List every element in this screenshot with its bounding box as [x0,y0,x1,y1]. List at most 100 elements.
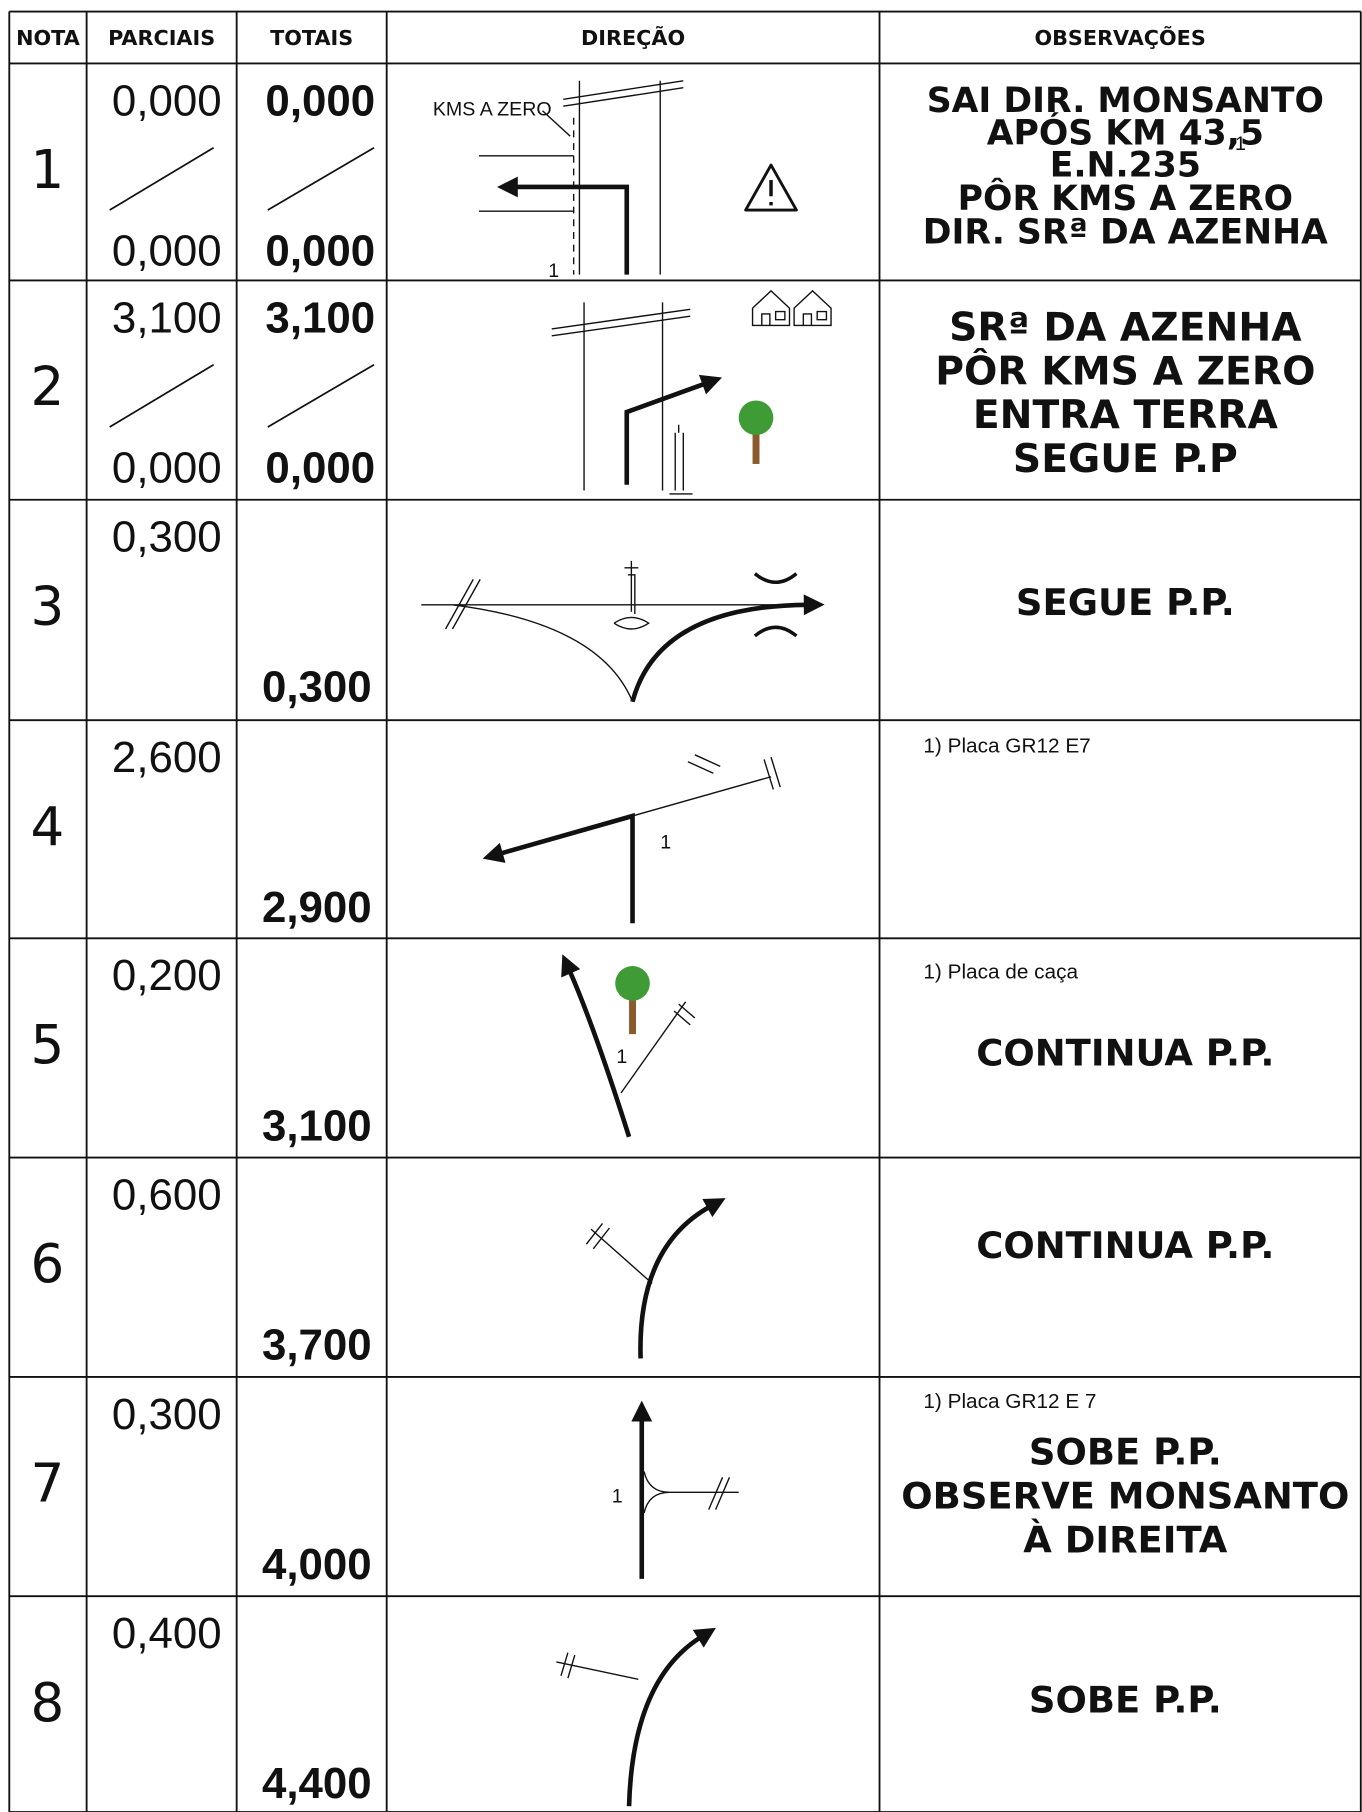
total: 0,000 [265,226,375,275]
column-header: DIREÇÃO [581,25,685,50]
leader-line [542,110,571,137]
diagram-7 [631,1400,739,1579]
observation-line: DIR. SRª DA AZENHA [923,213,1328,253]
observation-line: APÓS KM 43,5 [987,111,1264,153]
total: 2,900 [262,883,372,932]
road-lines [585,1222,653,1284]
observation-line: CONTINUA P.P. [976,1224,1274,1267]
column-header: NOTA [16,26,80,50]
road-lines [556,1652,639,1680]
note: 1) Placa GR12 E7 [923,734,1090,757]
total: 0,300 [262,663,372,712]
parcial: 2,600 [112,733,222,782]
houses-icon [751,289,832,327]
diagram-label: 1 [616,1046,627,1068]
road-lines [632,754,781,817]
road-lines [620,1001,696,1094]
observation-line: À DIREITA [1023,1517,1228,1561]
nota: 8 [30,1672,64,1734]
nota: 1 [30,139,64,201]
note: 1) Placa de caça [923,961,1078,984]
parcial: 3,100 [112,293,222,342]
nota: 2 [30,356,64,418]
parcial: 0,300 [112,1390,222,1439]
diagonal [109,363,215,428]
route-arrow [630,594,825,703]
bridge-icon [753,572,798,638]
route-arrow [624,374,723,485]
total: 3,100 [262,1101,372,1150]
observation-line: SEGUE P.P. [1016,581,1235,624]
column-header: TOTAIS [270,26,353,50]
column-header: PARCIAIS [108,26,215,50]
observation-line: PÔR KMS A ZERO [958,177,1293,219]
route-arrow [638,1198,726,1359]
diagonal [267,363,375,428]
parcial: 0,600 [112,1171,222,1220]
tree-crown [615,966,650,1001]
observation-line: SEGUE P.P [1013,437,1238,482]
parcial: 0,200 [112,951,222,1000]
total: 3,700 [262,1321,372,1370]
tree-trunk [629,994,636,1035]
note: 1) Placa GR12 E 7 [923,1390,1096,1413]
total: 3,100 [265,293,375,342]
route-arrow [561,954,632,1138]
diagram-4 [482,754,781,924]
route-arrow [626,1627,716,1807]
nota: 3 [30,575,64,637]
table-text: NOTA PARCIAIS TOTAIS DIREÇÃO OBSERVAÇÕES 1 0,0… [16,25,1349,1808]
observation-line: OBSERVE MONSANTO [901,1474,1349,1517]
diagram-label: KMS A ZERO [433,98,552,120]
nota: 5 [30,1014,64,1076]
route-arrow [497,176,630,275]
table-grid [8,10,1362,1812]
diagram-3 [421,560,825,703]
tree-trunk [752,429,760,464]
road-lines [643,1471,739,1514]
diagram-label: 1 [548,260,559,282]
diagram-8 [556,1627,716,1807]
tree-crown [738,400,774,436]
total: 0,000 [265,443,375,492]
observation-line: PÔR KMS A ZERO [935,347,1315,394]
observation-line: SAI DIR. MONSANTO [927,81,1324,121]
parcial: 0,000 [112,443,222,492]
road-lines [551,302,691,491]
parcial: 0,400 [112,1609,222,1658]
footnote-ref: 1 [1235,133,1246,155]
warning-icon [744,163,798,212]
observation-line: SRª DA AZENHA [949,305,1302,350]
diagram-label: 1 [612,1486,623,1508]
diagram-1 [479,80,798,275]
observation-line: SOBE P.P. [1029,1431,1222,1474]
column-header: OBSERVAÇÕES [1034,25,1205,50]
diagram-2 [551,289,832,495]
total: 4,000 [262,1540,372,1589]
total: 0,000 [265,76,375,125]
diagram-6 [585,1198,726,1359]
parcial: 0,000 [112,76,222,125]
observation-line: E.N.235 [1050,146,1201,186]
nota: 7 [30,1453,64,1515]
total: 4,400 [262,1759,372,1808]
observation-line: ENTRA TERRA [973,393,1279,438]
diagonal [109,146,215,211]
observation-line: CONTINUA P.P. [976,1031,1274,1074]
route-arrow [482,812,635,924]
road-lines [421,579,808,702]
nota: 6 [30,1233,64,1295]
parcial: 0,300 [112,513,222,562]
nota: 4 [30,796,64,858]
diagram-label: 1 [660,831,671,853]
diagonal [267,146,375,211]
cross-monument [613,560,650,630]
parcial: 0,000 [112,226,222,275]
observation-line: SOBE P.P. [1029,1679,1222,1722]
road-lines [479,80,684,275]
diagram-5 [561,954,696,1138]
post-icon [669,424,693,495]
